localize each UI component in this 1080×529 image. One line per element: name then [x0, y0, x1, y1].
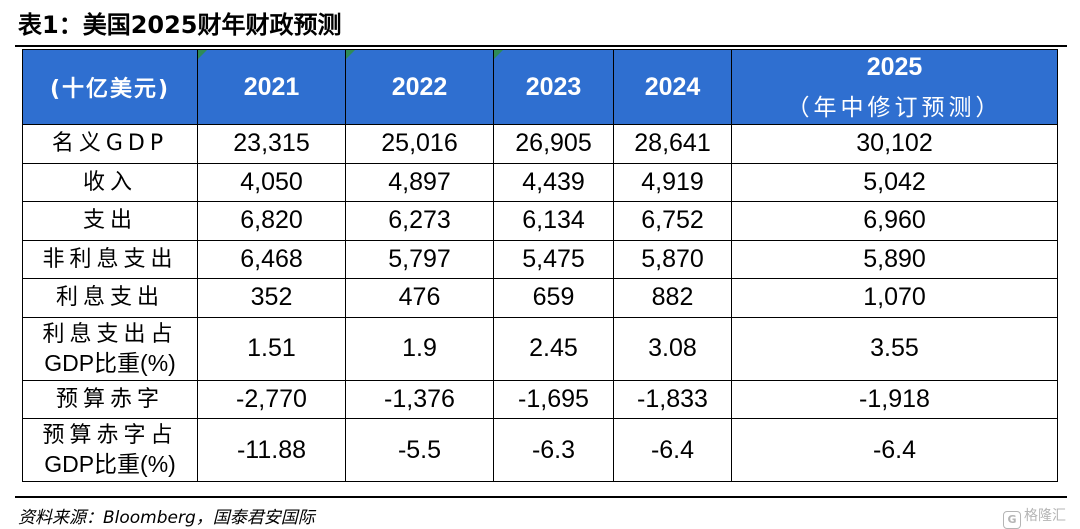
row-label-line: GDP比重(%) — [44, 451, 176, 477]
table-cell: -1,376 — [345, 379, 494, 419]
row-label-line: 预算赤字占 — [42, 423, 178, 448]
table-cell: 6,960 — [731, 201, 1058, 241]
watermark: G 格隆汇 — [1003, 505, 1066, 529]
table-cell: 5,475 — [493, 239, 614, 279]
table-cell: 3.55 — [731, 316, 1058, 381]
table-cell: 476 — [345, 278, 494, 318]
table-cell: -6.3 — [493, 418, 614, 482]
table-cell: -1,918 — [731, 379, 1058, 419]
table-cell: 6,752 — [613, 201, 732, 241]
table-cell: 4,439 — [493, 162, 614, 202]
table-cell: -1,695 — [493, 379, 614, 419]
corner-marker — [494, 50, 503, 59]
table-cell: 5,890 — [731, 239, 1058, 279]
table-cell: 659 — [493, 278, 614, 318]
table-title: 表1：美国2025财年财政预测 — [18, 11, 342, 39]
watermark-text: 格隆汇 — [1024, 508, 1066, 524]
header-year-2024: 2024 — [613, 49, 732, 125]
table-row: 支出 6,820 6,273 6,134 6,752 6,960 — [22, 201, 1058, 241]
row-label: 利息支出占 GDP比重(%) — [22, 316, 198, 381]
table-cell: -6.4 — [613, 418, 732, 482]
header-year-2022: 2022 — [345, 49, 494, 125]
table-cell: 6,468 — [197, 239, 346, 279]
row-label-line: 利息支出占 — [42, 321, 178, 347]
table-cell: 28,641 — [613, 124, 732, 164]
table-cell: 6,134 — [493, 201, 614, 241]
table-cell: 6,273 — [345, 201, 494, 241]
forecast-note: （年中修订预测） — [786, 94, 1003, 121]
table-cell: 4,919 — [613, 162, 732, 202]
header-row: (十亿美元) 2021 2022 2023 2024 2025 （年中修订预测） — [22, 49, 1058, 125]
table-cell: 25,016 — [345, 124, 494, 164]
table-row: 利息支出 352 476 659 882 1,070 — [22, 278, 1058, 318]
table-cell: 30,102 — [731, 124, 1058, 164]
title-rule — [15, 45, 1067, 47]
row-label: 预算赤字 — [22, 379, 198, 419]
row-label: 非利息支出 — [22, 239, 198, 279]
header-year-2021: 2021 — [197, 49, 346, 125]
corner-marker — [346, 50, 355, 59]
table-cell: 1.51 — [197, 316, 346, 381]
fiscal-forecast-table: (十亿美元) 2021 2022 2023 2024 2025 （年中修订预测）… — [22, 49, 1058, 482]
table-cell: 23,315 — [197, 124, 346, 164]
table-cell: -2,770 — [197, 379, 346, 419]
row-label: 名义GDP — [22, 124, 198, 164]
table-row: 非利息支出 6,468 5,797 5,475 5,870 5,890 — [22, 239, 1058, 279]
table-row: 收入 4,050 4,897 4,439 4,919 5,042 — [22, 162, 1058, 202]
row-label: 支出 — [22, 201, 198, 241]
table-cell: 5,797 — [345, 239, 494, 279]
table-cell: 5,042 — [731, 162, 1058, 202]
header-year-2023: 2023 — [493, 49, 614, 125]
table-cell: -11.88 — [197, 418, 346, 482]
table-cell: -1,833 — [613, 379, 732, 419]
table-cell: 352 — [197, 278, 346, 318]
table-row: 利息支出占 GDP比重(%) 1.51 1.9 2.45 3.08 3.55 — [22, 316, 1058, 381]
row-label-line: GDP比重(%) — [44, 349, 176, 376]
table-row: 名义GDP 23,315 25,016 26,905 28,641 30,102 — [22, 124, 1058, 164]
table-cell: -5.5 — [345, 418, 494, 482]
table-cell: 5,870 — [613, 239, 732, 279]
table-cell: 4,897 — [345, 162, 494, 202]
table-cell: 1,070 — [731, 278, 1058, 318]
table-cell: 2.45 — [493, 316, 614, 381]
table-row: 预算赤字占 GDP比重(%) -11.88 -5.5 -6.3 -6.4 -6.… — [22, 418, 1058, 482]
corner-marker — [198, 50, 207, 59]
table-cell: 4,050 — [197, 162, 346, 202]
row-label: 收入 — [22, 162, 198, 202]
table-row: 预算赤字 -2,770 -1,376 -1,695 -1,833 -1,918 — [22, 379, 1058, 419]
header-unit: (十亿美元) — [22, 49, 198, 125]
table-cell: 1.9 — [345, 316, 494, 381]
table-cell: 3.08 — [613, 316, 732, 381]
table-cell: 26,905 — [493, 124, 614, 164]
table-cell: 6,820 — [197, 201, 346, 241]
header-year-2025: 2025 （年中修订预测） — [731, 49, 1058, 125]
footer-rule — [15, 496, 1067, 498]
row-label: 预算赤字占 GDP比重(%) — [22, 418, 198, 482]
table-cell: -6.4 — [731, 418, 1058, 482]
forecast-year: 2025 — [866, 52, 923, 81]
row-label: 利息支出 — [22, 278, 198, 318]
watermark-logo-icon: G — [1003, 511, 1021, 529]
table-cell: 882 — [613, 278, 732, 318]
source-note: 资料来源：Bloomberg，国泰君安国际 — [18, 508, 315, 528]
